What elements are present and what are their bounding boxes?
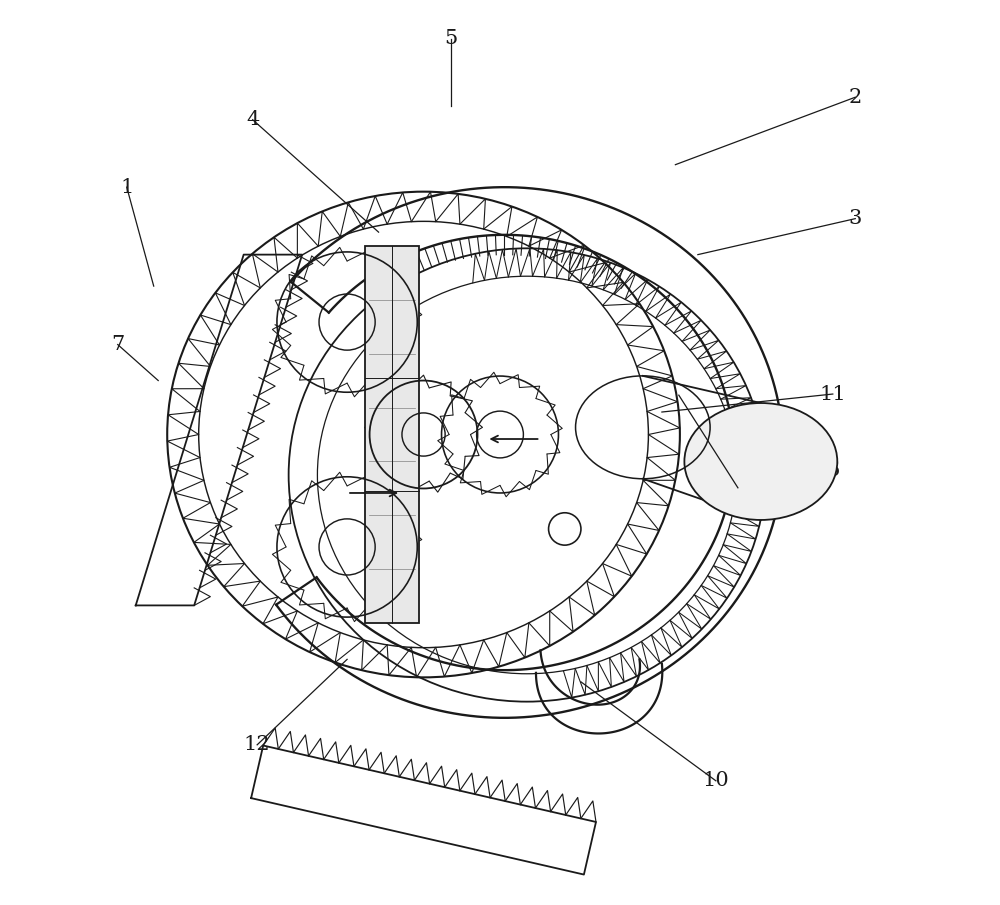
Text: 5: 5 bbox=[444, 29, 457, 48]
Circle shape bbox=[549, 513, 581, 545]
Text: 10: 10 bbox=[702, 771, 729, 790]
Text: 6: 6 bbox=[826, 461, 839, 480]
Ellipse shape bbox=[684, 403, 837, 520]
Text: 3: 3 bbox=[849, 209, 862, 228]
Text: 7: 7 bbox=[111, 335, 124, 354]
Bar bbox=[365, 245, 419, 624]
Text: 2: 2 bbox=[849, 88, 862, 107]
Text: 11: 11 bbox=[819, 385, 846, 404]
Text: 4: 4 bbox=[246, 110, 259, 129]
Text: 1: 1 bbox=[120, 177, 133, 196]
Text: 12: 12 bbox=[244, 736, 270, 755]
